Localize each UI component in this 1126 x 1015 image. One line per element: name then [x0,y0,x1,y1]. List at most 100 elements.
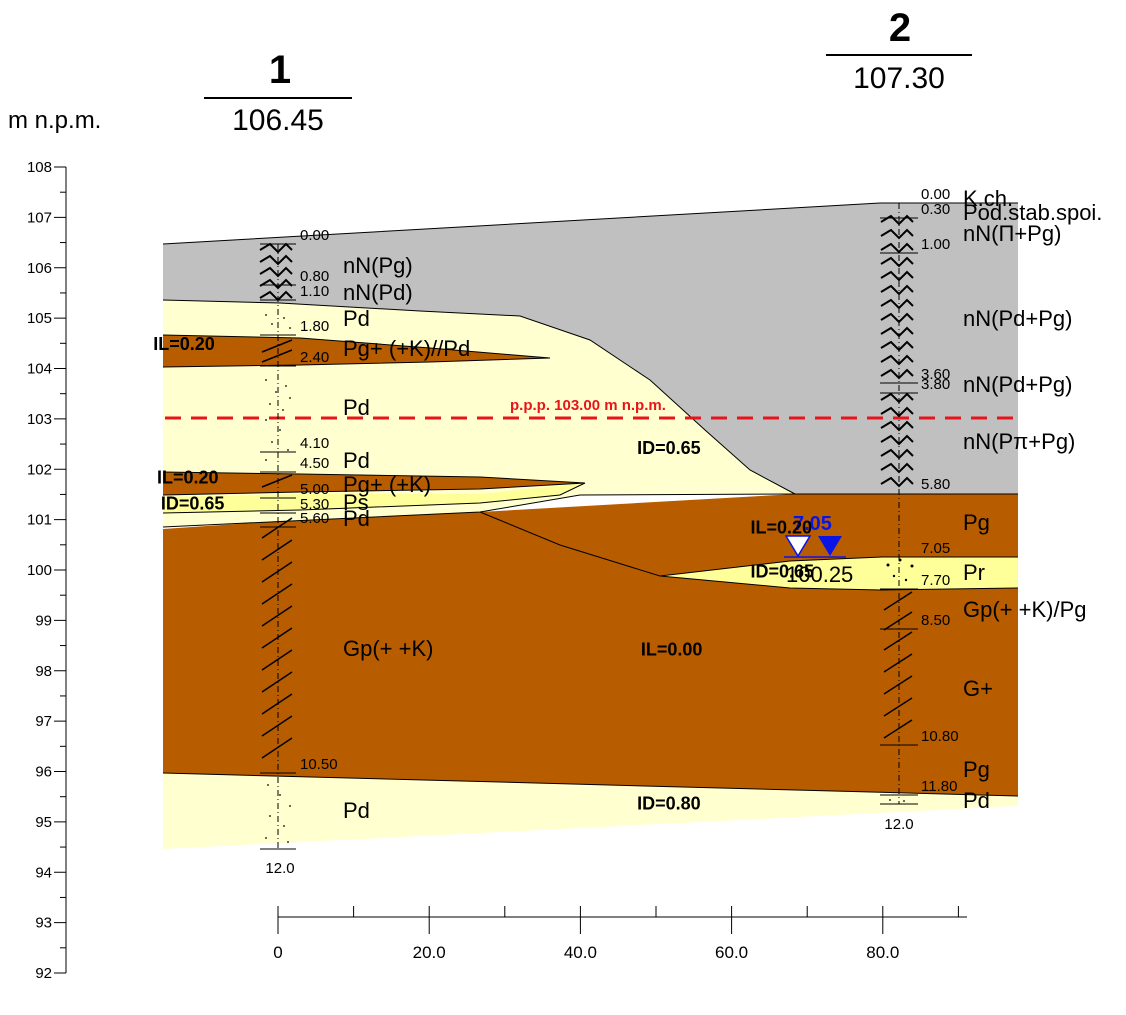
borehole-1-soil-labels: nN(Pg) nN(Pd) Pd Pg+ (+K)//Pd Pd Pd Pg+ … [343,253,470,823]
distance-tick-label: 60.0 [715,943,748,962]
elevation-tick-label: 101 [27,512,52,529]
boundary-made-ground-base [162,299,796,495]
borehole-1-depth-labels: 0.00 0.80 1.10 1.80 2.40 4.10 4.50 5.00 … [265,227,337,877]
elevation-tick-label: 94 [35,864,52,881]
elevation-tick-label: 104 [27,361,52,378]
depth-label: 5.00 [300,481,329,498]
elevation-tick-label: 92 [35,965,52,982]
soil-label: Pd [343,798,370,823]
borehole-1-final-depth: 12.0 [265,860,294,877]
borehole-2-hatch-gravel [886,558,914,802]
borehole-1-hatch-sand [265,314,291,843]
soil-label: nN(Pd+Pg) [963,372,1072,397]
depth-label: 3.80 [921,376,950,393]
borehole-2-number: 2 [889,6,911,50]
soil-label: K.ch. [963,186,1013,211]
soil-label: Gp(+ +K) [343,636,433,661]
elevation-tick-label: 102 [27,461,52,478]
soil-label: nN(Pg) [343,253,413,278]
boundary-middle-lens-bottom [162,482,586,496]
water-table-label: p.p.p. 103.00 m n.p.m. [510,397,666,414]
borehole-1-hatch-clay [261,339,293,759]
borehole-2-ground-elevation: 107.30 [853,62,945,95]
depth-label: 10.50 [300,756,338,773]
depth-label: 4.50 [300,455,329,472]
geotechnical-parameters: IL=0.20 IL=0.20 ID=0.65 ID=0.65 IL=0.20 ID=0.… [153,334,814,813]
soil-label: nN(Pd) [343,280,413,305]
depth-label: 2.40 [300,349,329,366]
soil-label: Pg [963,510,990,535]
stratum-bottom-sand [163,773,1018,849]
soil-label: Pd [343,306,370,331]
soil-label: Pd [343,506,370,531]
parameter-label: IL=0.20 [751,518,813,538]
distance-tick-label: 80.0 [866,943,899,962]
soil-label: nN(Pπ+Pg) [963,429,1075,454]
depth-label: 10.80 [921,728,959,745]
borehole-2-column [880,202,918,805]
parameter-label: IL=0.20 [157,467,219,487]
depth-label: 7.05 [921,540,950,557]
elevation-unit-label: m n.p.m. [8,107,101,134]
groundwater-encountered-depth: 7.05 [793,513,832,535]
stratum-clay-lens-upper [163,335,550,367]
borehole-1-hatch-made-ground [259,242,293,302]
depth-label: 0.30 [921,201,950,218]
elevation-tick-label: 100 [27,562,52,579]
boundary-sand-to-clay [162,493,796,528]
elevation-tick-label: 103 [27,411,52,428]
stratum-made-ground [163,203,1018,494]
soil-label: Pod.stab.spoi. [963,200,1102,225]
depth-label: 0.00 [300,227,329,244]
depth-label: 1.10 [300,283,329,300]
soil-label: Ps [343,490,369,515]
depth-label: 1.80 [300,318,329,335]
parameter-label: IL=0.20 [153,334,215,354]
soil-label: Pg+ (+K) [343,472,431,497]
distance-tick-label: 0 [273,943,282,962]
soil-label: nN(Π+Pg) [963,221,1061,246]
soil-label: Pd [343,395,370,420]
groundwater-stabilized-elevation: 100.25 [786,562,853,587]
boundary-upper-lens-top [162,334,551,359]
boundary-middle-lens-top [162,471,586,484]
soil-label: Pr [963,560,985,585]
borehole-2-hatch-clay [883,591,913,739]
strata [163,203,1018,849]
borehole-1-column [259,242,296,850]
depth-label: 5.60 [300,510,329,527]
depth-label: 11.80 [921,778,957,795]
soil-label: Pd [963,788,990,813]
borehole-headers: 1 106.45 2 107.30 m n.p.m. [8,6,972,137]
stratum-sand-lens-ps [163,483,585,513]
depth-label: 5.80 [921,476,950,493]
stratum-clay-lens-middle [163,472,585,495]
boundary-inner-clay [479,511,661,577]
groundwater-encountered-icon [784,535,812,558]
borehole-2-soil-labels: K.ch. Pod.stab.spoi. nN(Π+Pg) nN(Pd+Pg) … [963,186,1102,813]
boundary-ps-lens-bottom [162,482,586,514]
parameter-label: ID=0.65 [751,562,815,582]
soil-label: Pg+ (+K)//Pd [343,336,470,361]
elevation-tick-label: 107 [27,209,52,226]
depth-label: 1.00 [921,236,950,253]
depth-label: 4.10 [300,435,329,452]
borehole-1-number: 1 [269,48,291,92]
elevation-tick-label: 105 [27,310,52,327]
soil-label: nN(Pd+Pg) [963,306,1072,331]
borehole-1-depth-ticks [260,243,296,850]
depth-label: 8.50 [921,612,950,629]
boundary-upper-lens-bottom [162,357,551,368]
elevation-tick-label: 98 [35,663,52,680]
borehole-2-depth-ticks [880,202,918,805]
groundwater-stabilized-icon [818,536,842,556]
depth-label: 7.70 [921,572,950,589]
parameter-label: ID=0.65 [161,494,225,514]
groundwater-markers: 7.05 100.25 [784,513,853,587]
distance-tick-label: 20.0 [413,943,446,962]
boundary-pr-top [659,556,1018,577]
borehole-2-final-depth: 12.0 [884,816,913,833]
distance-axis: 0 20.0 40.0 60.0 80.0 [273,906,967,962]
